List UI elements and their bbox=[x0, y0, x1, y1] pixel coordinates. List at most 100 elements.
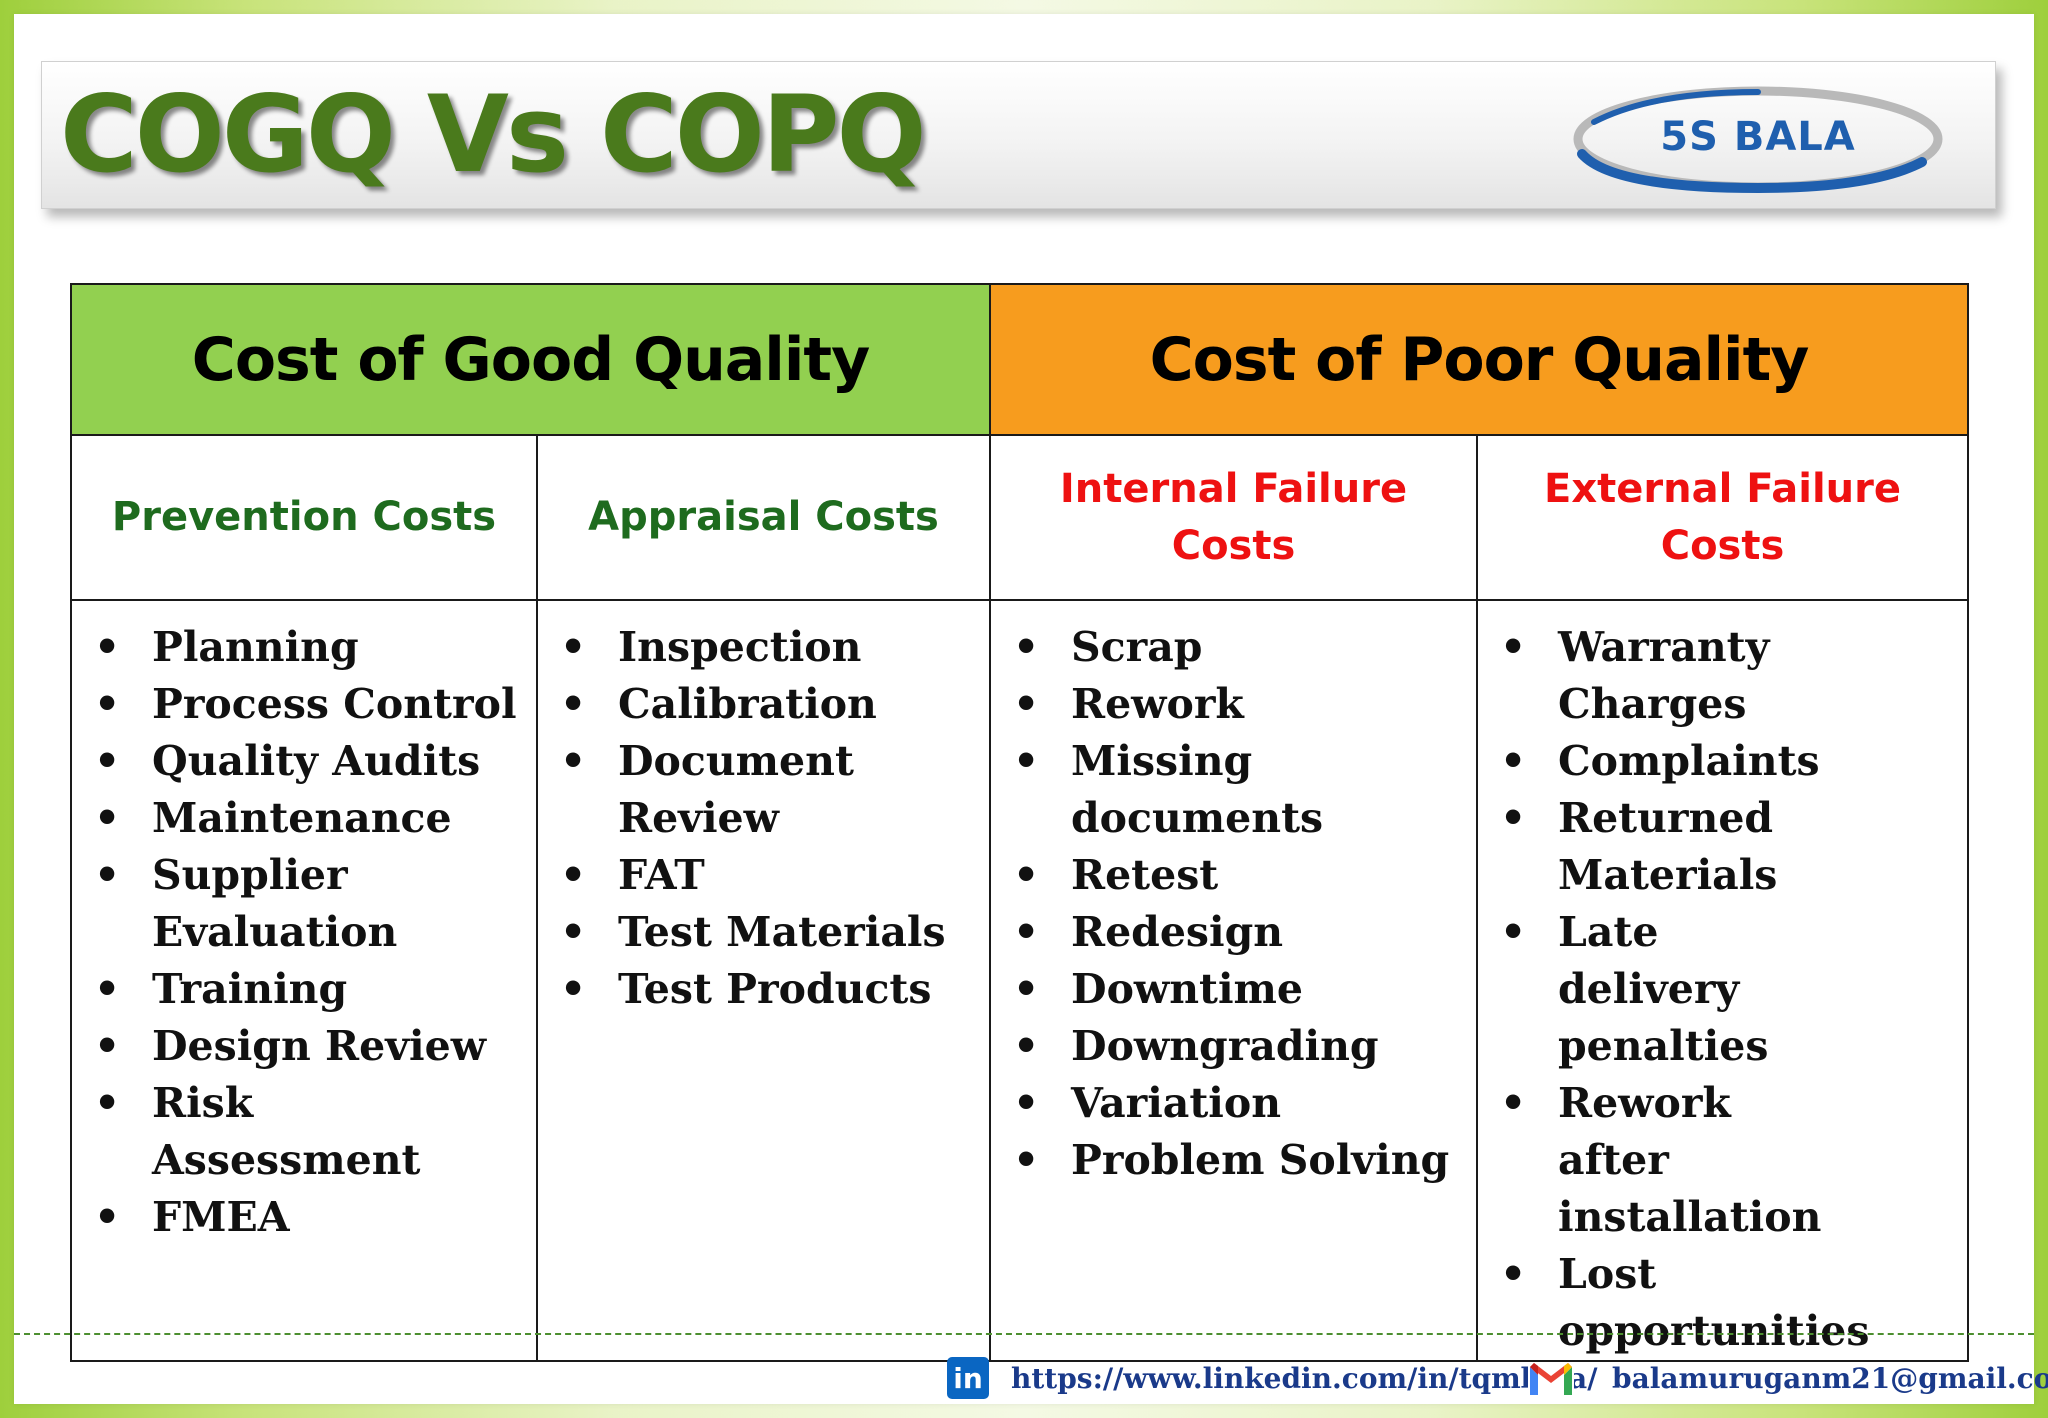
list-item: • Returned Materials bbox=[1500, 790, 1808, 904]
list-item: • Quality Audits bbox=[94, 733, 526, 790]
internal-failure-heading-line2: Costs bbox=[1171, 522, 1296, 569]
list-item: • Warranty Charges bbox=[1500, 619, 1957, 733]
bullet-icon: • bbox=[94, 737, 121, 785]
list-item: • Process Control bbox=[94, 676, 526, 733]
list-item: • Inspection bbox=[560, 619, 979, 676]
poor-quality-header: Cost of Poor Quality bbox=[989, 283, 1970, 436]
list-item: • Document Review bbox=[560, 733, 858, 847]
list-item-text: Retest bbox=[1071, 851, 1219, 899]
bullet-icon: • bbox=[1013, 623, 1040, 671]
list-item-text: FAT bbox=[618, 851, 705, 899]
bullet-icon: • bbox=[1013, 737, 1040, 785]
prevention-costs-list: • Planning • Process Control • Quality Audi… bbox=[72, 601, 536, 1246]
list-item: • Downgrading bbox=[1013, 1018, 1466, 1075]
external-failure-cell: • Warranty Charges • Complaints • Returned … bbox=[1476, 599, 1970, 1362]
list-item-text: Late delivery penalties bbox=[1558, 908, 1769, 1070]
list-item-text: Downtime bbox=[1071, 965, 1304, 1013]
internal-failure-heading: Internal Failure Costs bbox=[989, 434, 1479, 601]
list-item: • Retest bbox=[1013, 847, 1466, 904]
bullet-icon: • bbox=[1013, 908, 1040, 956]
list-item: • Calibration bbox=[560, 676, 979, 733]
list-item-text: Training bbox=[152, 965, 348, 1013]
page-title: COGQ Vs COPQ bbox=[60, 73, 927, 196]
list-item: • Missing documents bbox=[1013, 733, 1466, 847]
appraisal-costs-list: • Inspection • Calibration • Document Revie… bbox=[538, 601, 989, 1018]
list-item-text: Planning bbox=[152, 623, 359, 671]
list-item-text: Test Products bbox=[618, 965, 932, 1013]
list-item-text: Maintenance bbox=[152, 794, 452, 842]
list-item: • Complaints bbox=[1500, 733, 1957, 790]
appraisal-costs-cell: • Inspection • Calibration • Document Revie… bbox=[535, 599, 992, 1362]
list-item: • Redesign bbox=[1013, 904, 1466, 961]
external-failure-list: • Warranty Charges • Complaints • Returned … bbox=[1478, 601, 1967, 1360]
list-item-text: Warranty Charges bbox=[1558, 623, 1770, 728]
prevention-costs-cell: • Planning • Process Control • Quality Audi… bbox=[70, 599, 538, 1362]
bullet-icon: • bbox=[94, 680, 121, 728]
good-quality-header: Cost of Good Quality bbox=[69, 283, 992, 436]
bullet-icon: • bbox=[1013, 1022, 1040, 1070]
linkedin-icon[interactable]: in bbox=[947, 1357, 989, 1399]
bullet-icon: • bbox=[94, 1022, 121, 1070]
list-item: • Problem Solving bbox=[1013, 1132, 1466, 1189]
email-footer[interactable]: balamuruganm21@gmail.com bbox=[1526, 1356, 2048, 1400]
bullet-icon: • bbox=[1013, 680, 1040, 728]
list-item-text: Variation bbox=[1071, 1079, 1282, 1127]
list-item: • Late delivery penalties bbox=[1500, 904, 1848, 1075]
bullet-icon: • bbox=[1013, 1136, 1040, 1184]
list-item: • Risk Assessment bbox=[94, 1075, 526, 1189]
list-item: • Test Products bbox=[560, 961, 979, 1018]
list-item: • Downtime bbox=[1013, 961, 1466, 1018]
list-item-text: Rework bbox=[1071, 680, 1244, 728]
gmail-icon[interactable] bbox=[1526, 1357, 1576, 1399]
external-failure-heading-line1: External Failure bbox=[1544, 465, 1901, 512]
bullet-icon: • bbox=[94, 1079, 121, 1127]
list-item-text: Calibration bbox=[618, 680, 877, 728]
bullet-icon: • bbox=[94, 965, 121, 1013]
list-item-text: Supplier Evaluation bbox=[152, 851, 398, 956]
list-item: • Training bbox=[94, 961, 526, 1018]
bullet-icon: • bbox=[560, 680, 587, 728]
internal-failure-cell: • Scrap • Rework • Missing documents • Retes… bbox=[989, 599, 1479, 1362]
list-item: • Planning bbox=[94, 619, 526, 676]
list-item-text: Test Materials bbox=[618, 908, 946, 956]
bullet-icon: • bbox=[1500, 623, 1527, 671]
list-item: • Scrap bbox=[1013, 619, 1466, 676]
linkedin-url[interactable]: https://www.linkedin.com/in/tqmbala/ bbox=[1011, 1361, 1598, 1395]
bullet-icon: • bbox=[560, 737, 587, 785]
prevention-costs-heading: Prevention Costs bbox=[70, 434, 538, 601]
list-item-text: Inspection bbox=[618, 623, 862, 671]
list-item: • Supplier Evaluation bbox=[94, 847, 397, 961]
bullet-icon: • bbox=[94, 623, 121, 671]
list-item: • FAT bbox=[560, 847, 979, 904]
internal-failure-list: • Scrap • Rework • Missing documents • Retes… bbox=[991, 601, 1476, 1189]
bullet-icon: • bbox=[1500, 794, 1527, 842]
list-item-text: Problem Solving bbox=[1071, 1136, 1450, 1184]
list-item-text: Complaints bbox=[1558, 737, 1820, 785]
list-item-text: Downgrading bbox=[1071, 1022, 1379, 1070]
footer-divider bbox=[14, 1333, 2034, 1335]
bullet-icon: • bbox=[1500, 1079, 1527, 1127]
list-item-text: Returned Materials bbox=[1558, 794, 1778, 899]
list-item-text: Document Review bbox=[618, 737, 854, 842]
linkedin-footer[interactable]: in https://www.linkedin.com/in/tqmbala/ bbox=[947, 1356, 1597, 1400]
list-item-text: Redesign bbox=[1071, 908, 1284, 956]
logo-text: 5S BALA bbox=[1660, 114, 1856, 160]
list-item-text: Risk Assessment bbox=[152, 1079, 421, 1184]
list-item: • Rework after installation bbox=[1500, 1075, 1848, 1246]
email-address[interactable]: balamuruganm21@gmail.com bbox=[1612, 1361, 2048, 1395]
list-item: • Lost opportunities bbox=[1500, 1246, 1957, 1360]
list-item: • Rework bbox=[1013, 676, 1466, 733]
list-item-text: FMEA bbox=[152, 1193, 290, 1241]
list-item: • Maintenance bbox=[94, 790, 526, 847]
external-failure-heading: External Failure Costs bbox=[1476, 434, 1970, 601]
bullet-icon: • bbox=[94, 851, 121, 899]
cost-comparison-table: Cost of Good Quality Cost of Poor Qualit… bbox=[69, 283, 1970, 1362]
bullet-icon: • bbox=[560, 623, 587, 671]
list-item-text: Scrap bbox=[1071, 623, 1203, 671]
bullet-icon: • bbox=[1013, 965, 1040, 1013]
list-item-text: Design Review bbox=[152, 1022, 486, 1070]
internal-failure-heading-line1: Internal Failure bbox=[1059, 465, 1408, 512]
bullet-icon: • bbox=[1013, 851, 1040, 899]
list-item-text: Rework after installation bbox=[1558, 1079, 1822, 1241]
bullet-icon: • bbox=[560, 851, 587, 899]
